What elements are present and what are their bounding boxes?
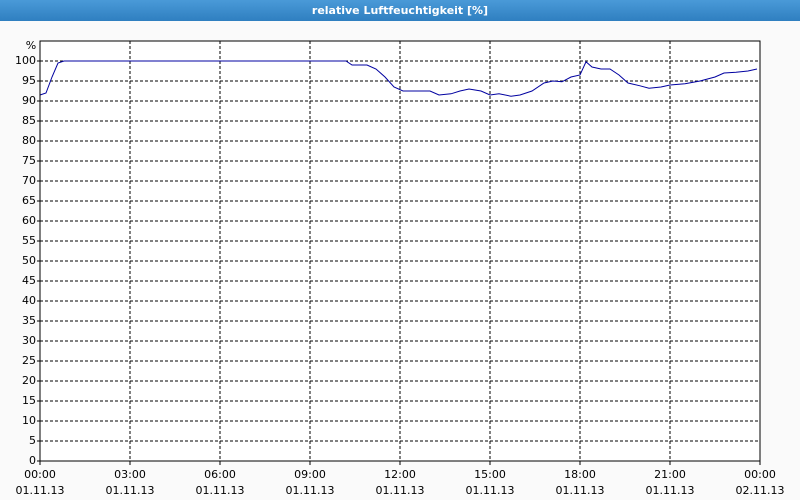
x-tick-date: 01.11.13 [16, 484, 65, 497]
x-tick-label: 09:00 [294, 468, 326, 481]
y-tick-label: 85 [22, 114, 36, 127]
x-tick-date: 01.11.13 [556, 484, 605, 497]
x-tick-label: 15:00 [474, 468, 506, 481]
data-line [39, 60, 758, 97]
y-tick-label: 80 [22, 134, 36, 147]
y-tick-label: 45 [22, 274, 36, 287]
x-tick-date: 01.11.13 [106, 484, 155, 497]
x-tick-label: 12:00 [384, 468, 416, 481]
x-tick-date: 01.11.13 [646, 484, 695, 497]
y-tick-label: 90 [22, 94, 36, 107]
y-unit: % [26, 39, 36, 52]
y-tick-label: 60 [22, 214, 36, 227]
y-tick-label: 10 [22, 414, 36, 427]
x-tick-label: 00:00 [24, 468, 56, 481]
y-tick-label: 95 [22, 74, 36, 87]
y-tick-label: 50 [22, 254, 36, 267]
x-tick-label: 21:00 [654, 468, 686, 481]
y-tick-label: 100 [15, 54, 36, 67]
title-bar [0, 0, 800, 21]
x-tick-date: 02.11.13 [736, 484, 785, 497]
y-tick-label: 75 [22, 154, 36, 167]
x-tick-date: 01.11.13 [376, 484, 425, 497]
y-tick-label: 55 [22, 234, 36, 247]
y-tick-label: 65 [22, 194, 36, 207]
y-tick-label: 20 [22, 374, 36, 387]
y-tick-label: 40 [22, 294, 36, 307]
plot-frame [39, 40, 761, 462]
y-tick-label: 35 [22, 314, 36, 327]
x-tick-date: 01.11.13 [286, 484, 335, 497]
x-tick-label: 18:00 [564, 468, 596, 481]
y-tick-label: 5 [29, 434, 36, 447]
x-tick-label: 06:00 [204, 468, 236, 481]
y-tick-label: 15 [22, 394, 36, 407]
x-tick-label: 03:00 [114, 468, 146, 481]
y-tick-label: 70 [22, 174, 36, 187]
chart-title: relative Luftfeuchtigkeit [%] [312, 4, 488, 17]
y-tick-label: 25 [22, 354, 36, 367]
y-tick-label: 30 [22, 334, 36, 347]
x-tick-date: 01.11.13 [466, 484, 515, 497]
x-tick-date: 01.11.13 [196, 484, 245, 497]
x-tick-label: 00:00 [744, 468, 776, 481]
y-tick-label: 0 [29, 454, 36, 467]
